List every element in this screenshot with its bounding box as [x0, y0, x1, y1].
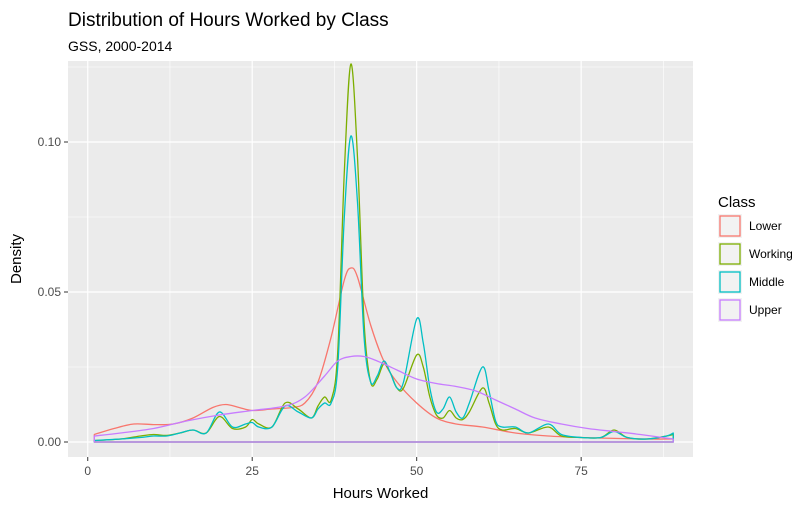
- density-lines: [93, 63, 674, 443]
- legend-key-bg: [718, 270, 742, 294]
- legend-item-middle: Middle: [718, 270, 785, 294]
- x-tick-label: 25: [246, 464, 260, 478]
- y-tick-label: 0.00: [38, 435, 62, 449]
- series-line-lower: [93, 267, 674, 443]
- legend-item-working: Working: [718, 242, 793, 266]
- chart-title: Distribution of Hours Worked by Class: [68, 10, 389, 31]
- legend-label: Upper: [749, 303, 782, 317]
- legend: Class Lower Working Middle Upper: [718, 194, 793, 322]
- legend-label: Lower: [749, 219, 782, 233]
- legend-label: Middle: [749, 275, 785, 289]
- legend-item-lower: Lower: [718, 214, 782, 238]
- plot-panel: [68, 61, 693, 457]
- legend-key: [719, 215, 741, 237]
- y-tick-label: 0.10: [38, 135, 62, 149]
- legend-key-bg: [718, 242, 742, 266]
- legend-key: [719, 271, 741, 293]
- y-axis-title: Density: [8, 233, 25, 284]
- x-axis-ticks: 0 25 50 75: [84, 457, 588, 478]
- legend-key-bg: [718, 214, 742, 238]
- y-tick-label: 0.05: [38, 285, 62, 299]
- legend-items: Lower Working Middle Upper: [718, 214, 793, 322]
- legend-key: [719, 299, 741, 321]
- x-tick-label: 0: [84, 464, 91, 478]
- legend-item-upper: Upper: [718, 298, 782, 322]
- x-axis-title: Hours Worked: [333, 485, 429, 502]
- x-tick-label: 50: [410, 464, 424, 478]
- x-tick-label: 75: [574, 464, 588, 478]
- chart-subtitle: GSS, 2000-2014: [68, 38, 173, 54]
- legend-key: [719, 243, 741, 265]
- series-line-middle: [93, 135, 674, 443]
- y-axis-ticks: 0.00 0.05 0.10: [38, 135, 68, 449]
- legend-label: Working: [749, 247, 793, 261]
- series-line-upper: [93, 355, 674, 443]
- legend-title: Class: [718, 194, 756, 211]
- legend-key-bg: [718, 298, 742, 322]
